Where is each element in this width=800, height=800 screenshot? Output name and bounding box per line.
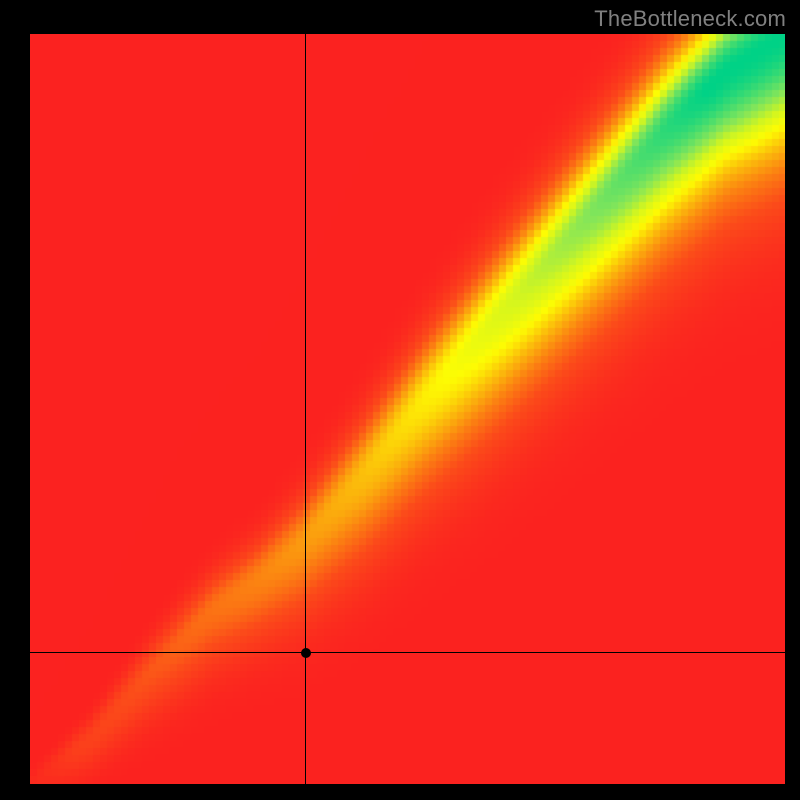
watermark-text: TheBottleneck.com	[594, 6, 786, 32]
crosshair-marker	[301, 648, 311, 658]
heatmap-plot	[30, 34, 785, 784]
crosshair-horizontal	[30, 652, 785, 653]
crosshair-vertical	[305, 34, 306, 784]
heatmap-canvas	[30, 34, 785, 784]
